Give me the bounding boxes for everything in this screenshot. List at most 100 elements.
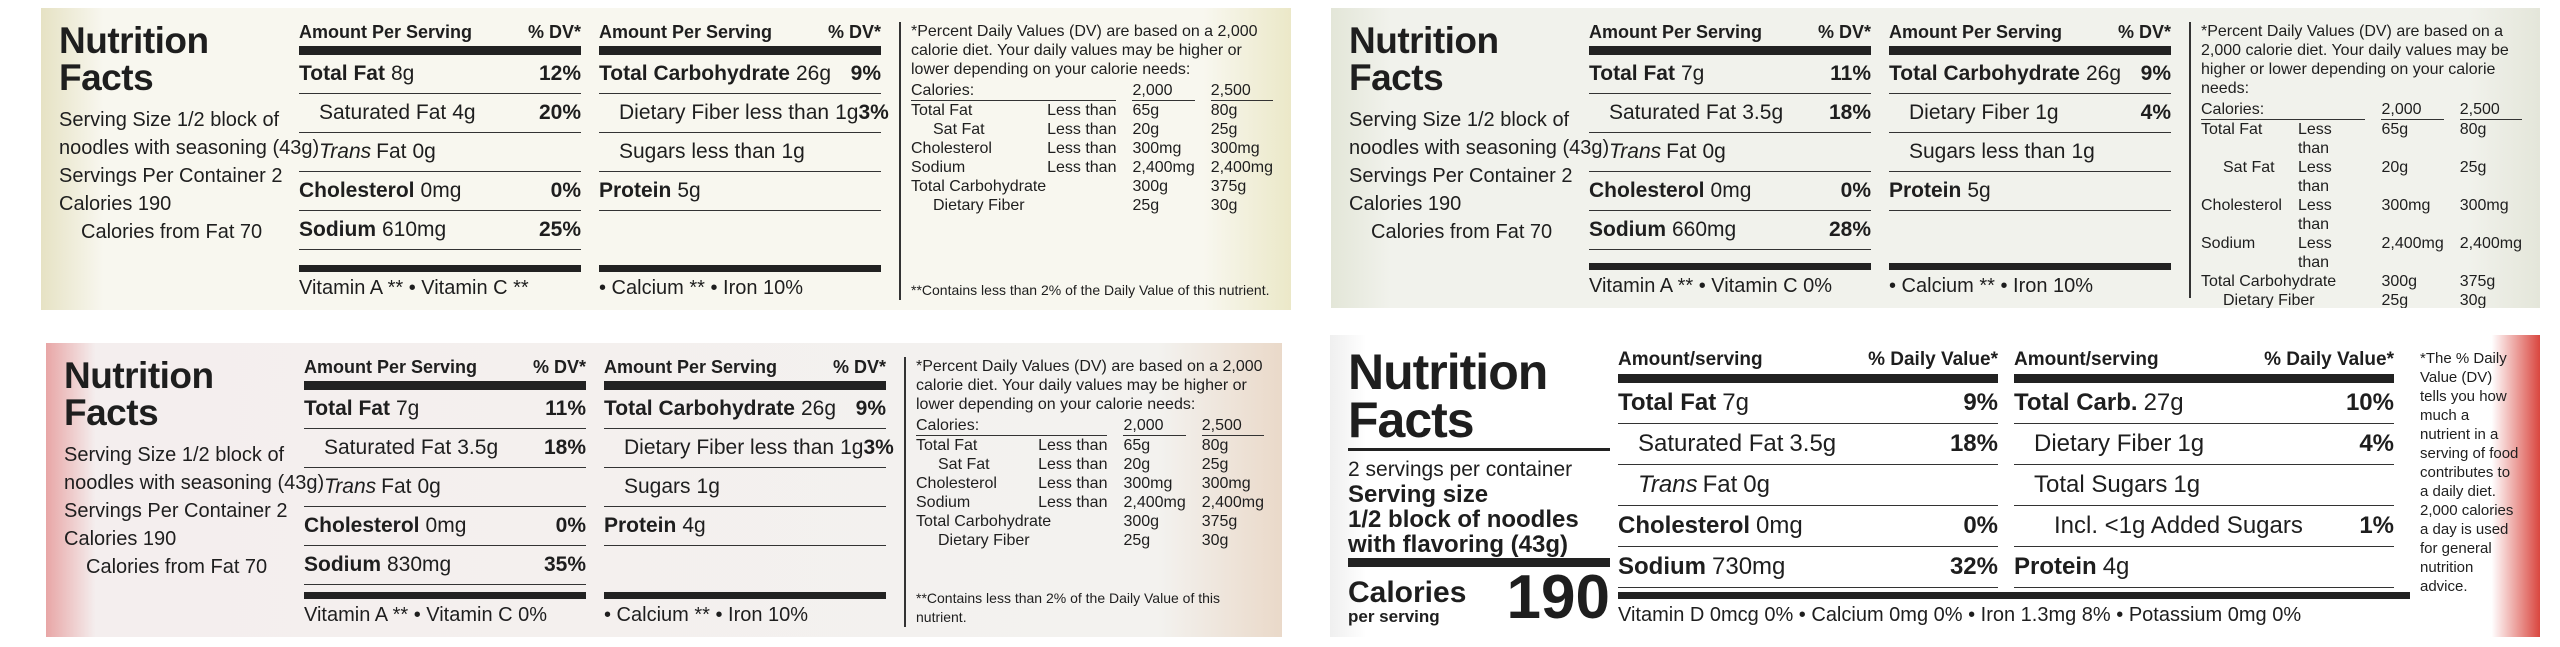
- nutrient-row: Dietary Fiber 1g 4%: [1889, 94, 2171, 133]
- header-left: Amount/serving: [2014, 349, 2159, 370]
- serving-line: Calories from Fat 70: [81, 221, 263, 243]
- nutrient-label: Protein: [604, 514, 677, 537]
- dv-table-cell: Sat Fat: [933, 121, 985, 138]
- dv-table-cell: 20g: [1132, 121, 1160, 138]
- nutrient-label: Protein: [2014, 553, 2097, 580]
- nutrient-name: Trans Fat 0g: [1609, 140, 1726, 164]
- header-left: Amount Per Serving: [1889, 22, 2063, 42]
- dv-table: Calories: 2,000 2,500 Total Fat Less than 65g…: [911, 81, 1273, 215]
- dv-table-cell: Total Carbohydrate: [916, 513, 1052, 530]
- daily-value: 0%: [1840, 179, 1871, 202]
- dv-table-cell: 2,400mg: [1132, 159, 1195, 176]
- serving-line: Servings Per Container 2: [64, 500, 288, 522]
- nutrient-row: Protein 5g: [1889, 172, 2171, 211]
- dv-table-cell: Total Carbohydrate: [911, 178, 1047, 195]
- dv-table-cell: Sat Fat: [2223, 159, 2275, 176]
- nutrient-label: Cholesterol: [1618, 512, 1751, 539]
- nutrient-amount: 7g: [1722, 389, 1749, 416]
- nutrient-amount: 4g: [452, 101, 476, 124]
- nutrient-amount: 0mg: [1710, 179, 1752, 202]
- nutrient-amount: 830mg: [387, 553, 452, 576]
- dv-table-cell: 300mg: [2381, 197, 2431, 214]
- nutrient-row: Cholesterol 0mg 0%: [304, 507, 586, 546]
- nutrient-row: Trans Fat 0g: [299, 133, 581, 172]
- nutrient-label: Incl. <1g Added Sugars: [2054, 512, 2303, 539]
- dv-table-cell: 25g: [1201, 456, 1229, 473]
- nutrient-row: Sodium 830mg 35%: [304, 546, 586, 585]
- serving-line: Calories 190: [1349, 193, 1462, 215]
- nutrient-name: Trans Fat 0g: [324, 475, 441, 499]
- nutrient-row: Protein 5g: [599, 172, 881, 211]
- nutrient-columns: Amount Per Serving % DV* Total Fat 8g 12% Sat…: [299, 22, 899, 300]
- nutrient-area: Amount Per Serving % DV* Total Fat 7g 11% Sat…: [1589, 22, 2189, 298]
- nutrient-amount: 1g: [2035, 101, 2059, 124]
- dv-table-cell: 2,400mg: [1123, 494, 1186, 511]
- nutrient-name: Dietary Fiber 1g: [2034, 430, 2204, 458]
- footnote-intro: *Percent Daily Values (DV) are based on …: [2201, 23, 2509, 97]
- nutrient-row: Dietary Fiber 1g 4%: [2014, 424, 2394, 465]
- nutrient-label: Dietary Fiber: [2034, 430, 2172, 457]
- nutrient-column: Amount Per Serving % DV* Total Fat 8g 12% Sat…: [299, 22, 581, 300]
- nutrient-row: Saturated Fat 3.5g 18%: [304, 429, 586, 468]
- dv-table-cell: Less than: [1038, 475, 1108, 492]
- dv-table-cell: 2,500: [1201, 416, 1264, 436]
- nutrient-label: Total Carbohydrate: [1889, 62, 2080, 85]
- nutrient-name-italic: Trans: [1638, 471, 1698, 498]
- nutrient-label: Protein: [1889, 179, 1962, 202]
- nutrient-name: Total Fat 7g: [1618, 389, 1749, 417]
- nutrient-amount: 0g: [417, 475, 441, 498]
- dv-table-cell: 375g: [1210, 178, 1247, 195]
- nutrient-label: Total Carbohydrate: [604, 397, 795, 420]
- nutrient-row: Total Sugars 1g: [2014, 465, 2394, 506]
- nutrient-amount: 0g: [1743, 471, 1770, 498]
- nutrition-label: Nutrition Facts Serving Size 1/2 block of…: [46, 343, 1282, 637]
- nutrient-name: Total Carbohydrate 26g: [1889, 62, 2121, 86]
- nutrient-amount: 1g: [2177, 430, 2205, 457]
- nutrient-name: Total Carbohydrate 26g: [599, 62, 831, 86]
- serving-line: 2 servings per container: [1348, 458, 1573, 481]
- serving-line: Servings Per Container 2: [59, 165, 283, 187]
- nutrient-row: Saturated Fat 3.5g 18%: [1618, 424, 1998, 465]
- nutrient-label: Total Sugars: [2034, 471, 2168, 498]
- nutrient-name: Sodium 830mg: [304, 553, 451, 577]
- nutrient-row: Sugars 1g: [604, 468, 886, 507]
- dv-table-cell: 80g: [1201, 437, 1229, 454]
- dv-table-cell: 2,000: [1132, 81, 1195, 101]
- nutrient-amount: 5g: [1967, 179, 1991, 202]
- calories-label-group: Calories per serving: [1348, 578, 1466, 627]
- nutrient-label: Saturated Fat: [324, 436, 452, 459]
- column-header: Amount Per Serving % DV*: [1889, 22, 2171, 55]
- nutrient-name: Saturated Fat 3.5g: [1638, 430, 1836, 458]
- dv-table-cell: 25g: [2381, 292, 2409, 308]
- column-header: Amount Per Serving % DV*: [299, 22, 581, 55]
- dv-table-cell: Total Carbohydrate: [2201, 273, 2337, 290]
- dv-table-cell: Sodium: [916, 494, 971, 511]
- calories-sub: per serving: [1348, 607, 1440, 626]
- column-header: Amount Per Serving % DV*: [1589, 22, 1871, 55]
- footnote-intro: *Percent Daily Values (DV) are based on …: [916, 358, 1263, 413]
- dv-table-cell: 300mg: [2459, 197, 2509, 214]
- nutrient-row: Protein 4g: [2014, 547, 2394, 588]
- serving-info: Nutrition Facts 2 servings per container S…: [1348, 347, 1610, 629]
- nutrient-amount: 1g: [781, 140, 805, 163]
- dv-table-cell: 80g: [1210, 102, 1238, 119]
- dv-table-cell: 2,400mg: [2381, 235, 2444, 252]
- header-right: % DV*: [827, 22, 881, 42]
- nutrient-row: Total Fat 7g 11%: [304, 390, 586, 429]
- nutrient-name: Cholesterol 0mg: [304, 514, 466, 538]
- nutrient-amount: 730mg: [1712, 553, 1786, 580]
- nutrient-row: Trans Fat 0g: [304, 468, 586, 507]
- nutrient-amount: 0mg: [425, 514, 467, 537]
- nutrient-name: Dietary Fiber less than 1g: [619, 101, 858, 125]
- dv-table-cell: Less than: [2297, 121, 2332, 157]
- nutrient-name: Sugars less than 1g: [1909, 140, 2095, 164]
- nutrient-amount: 26g: [795, 62, 832, 85]
- dv-table-cell: 300g: [1123, 513, 1160, 530]
- nutrient-label: Sodium: [304, 553, 381, 576]
- serving-info: Nutrition Facts Serving Size 1/2 block of…: [64, 357, 324, 627]
- daily-value: 1%: [2359, 512, 2394, 539]
- vitamins-line: Vitamin D 0mcg 0% • Calcium 0mg 0% • Iro…: [1618, 592, 2410, 627]
- dv-table-cell: 80g: [2459, 121, 2487, 138]
